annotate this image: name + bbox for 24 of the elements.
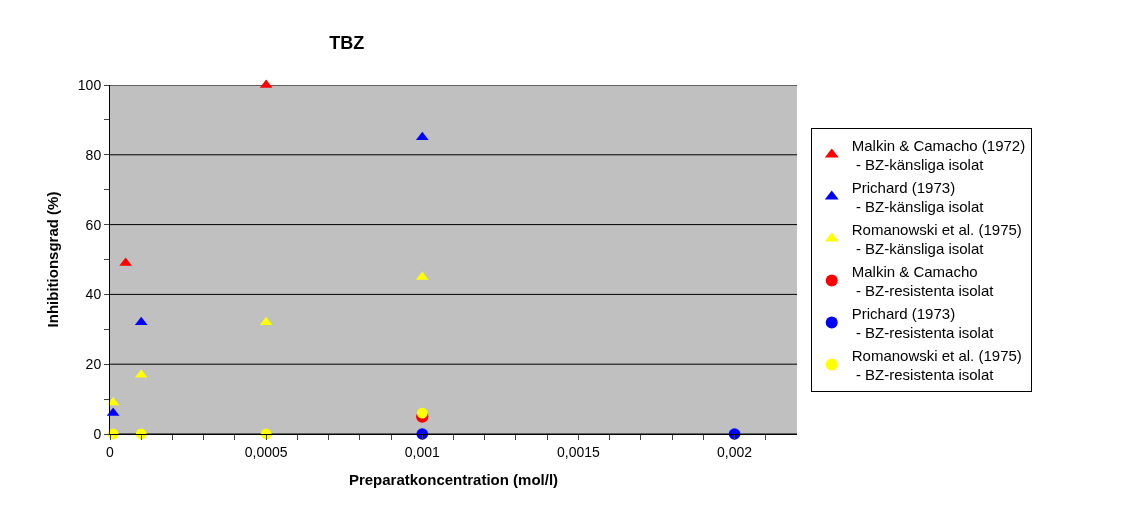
legend-label: Prichard (1973) - BZ-resistenta isolat [851,304,995,342]
x-axis-title: Preparatkoncentration (mol/l) [348,470,559,488]
y-axis-title: Inhibitionsgrad (%) [44,191,62,328]
point [416,407,428,419]
legend-label: Romanowski et al. (1975) - BZ-känsliga isolat [851,220,1022,258]
y-tick-label: 100 [77,76,102,93]
y-tick-label: 60 [85,216,102,233]
point [415,131,429,141]
x-tick-label: 0,001 [404,443,440,460]
legend-label: Romanowski et al. (1975) - BZ-resistenta isolat [851,346,1022,384]
x-tick-label: 0,002 [717,443,753,460]
point [134,316,148,326]
point [259,316,273,326]
x-tick-label: 0 [106,443,115,460]
legend-label: Prichard (1973) - BZ-känsliga isolat [851,178,985,216]
y-tick-label: 20 [85,356,102,373]
y-tick-label: 40 [85,286,102,303]
x-tick-label: 0,0005 [244,443,288,460]
y-tick-label: 0 [93,425,102,442]
x-tick-label: 0,0015 [557,443,601,460]
chart-title: TBZ [329,33,365,54]
legend-label: Malkin & Camacho (1972) - BZ-känsliga isolat [851,136,1026,174]
legend-label: Malkin & Camacho - BZ-resistenta isolat [851,262,995,300]
y-tick-label: 80 [85,146,102,163]
